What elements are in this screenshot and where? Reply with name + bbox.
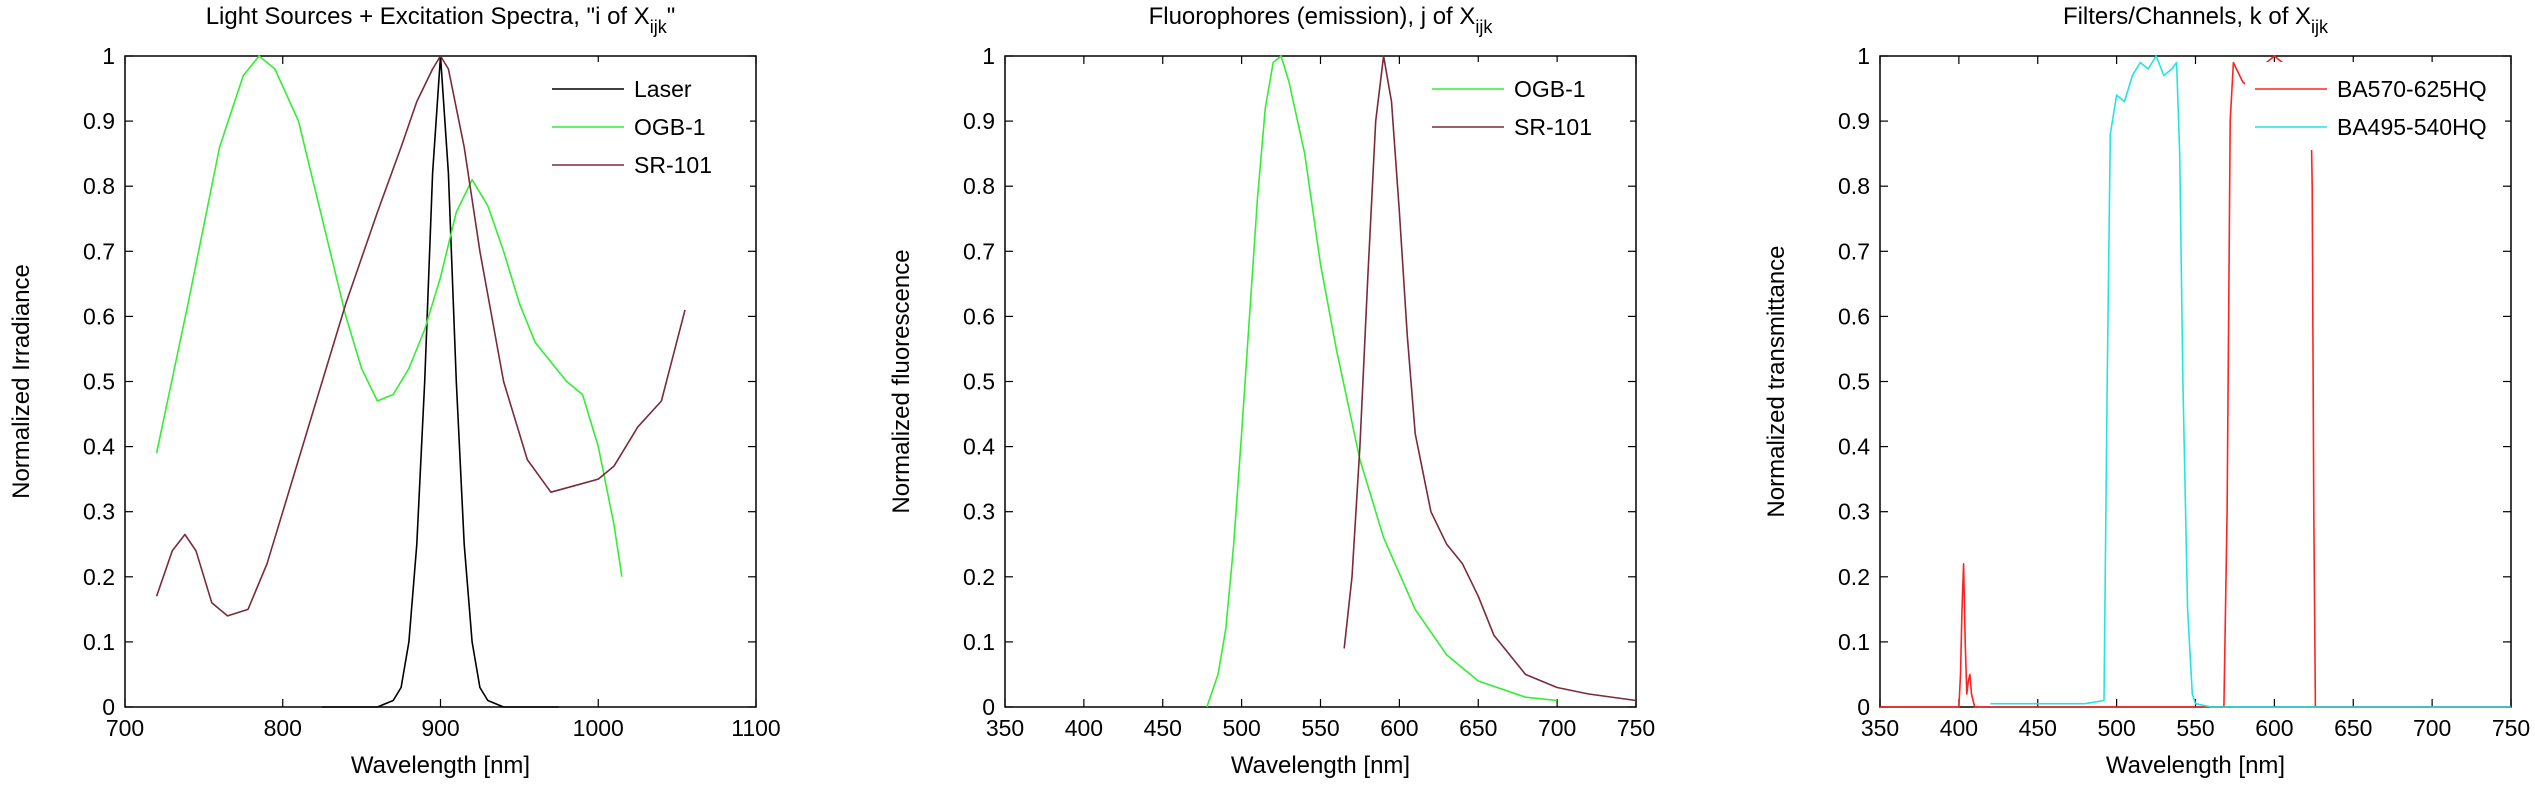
- y-tick-label: 0.2: [1838, 564, 1870, 590]
- x-tick-label: 350: [1861, 715, 1899, 741]
- panel-title-subscript: ijk: [2311, 17, 2329, 37]
- y-tick-label: 0.9: [83, 108, 115, 134]
- y-tick-label: 0.7: [83, 238, 115, 264]
- x-axis-label: Wavelength [nm]: [2106, 752, 2285, 779]
- y-tick-label: 0.4: [963, 434, 995, 460]
- legend-label: SR-101: [634, 152, 712, 178]
- x-tick-label: 400: [1940, 715, 1978, 741]
- legend-box: [542, 62, 750, 188]
- x-axis-label: Wavelength [nm]: [1231, 752, 1410, 779]
- y-tick-label: 0.1: [1838, 629, 1870, 655]
- y-tick-label: 0: [982, 694, 995, 720]
- y-tick-label: 0.4: [1838, 434, 1870, 460]
- legend: OGB-1 SR-101: [1422, 62, 1630, 150]
- plot-frame: [1879, 55, 2512, 708]
- y-tick-label: 0.3: [963, 499, 995, 525]
- x-tick-label: 550: [1301, 715, 1339, 741]
- legend: BA570-625HQ BA495-540HQ: [2245, 62, 2505, 150]
- x-tick-label: 500: [2097, 715, 2135, 741]
- x-tick-label: 450: [2019, 715, 2057, 741]
- y-tick-label: 0.8: [83, 173, 115, 199]
- panel-title-main: Light Sources + Excitation Spectra, "i o…: [206, 3, 650, 30]
- x-tick-label: 600: [1380, 715, 1418, 741]
- legend-label: BA570-625HQ: [2337, 76, 2487, 102]
- y-tick-label: 0: [102, 694, 115, 720]
- y-tick-label: 0.7: [963, 238, 995, 264]
- x-tick-label: 500: [1222, 715, 1260, 741]
- panel-title: Fluorophores (emission), j of Xijk: [1149, 3, 1494, 37]
- panel-title-main: Fluorophores (emission), j of X: [1149, 3, 1476, 30]
- panel-title-subscript: ijk: [650, 17, 668, 37]
- y-tick-label: 0.3: [1838, 499, 1870, 525]
- y-axis-label: Normalized transmittance: [1763, 245, 1790, 517]
- x-tick-label: 1100: [731, 715, 780, 741]
- panel-title: Light Sources + Excitation Spectra, "i o…: [206, 3, 676, 37]
- panel-2: 350 400 450 500 550 600 650 700 750 0 0.1 0.2 0.3 0.4…: [888, 3, 1655, 779]
- x-tick-label: 1000: [573, 715, 624, 741]
- legend-label: SR-101: [1514, 114, 1592, 140]
- legend-label: Laser: [634, 76, 692, 102]
- y-tick-label: 0.2: [963, 564, 995, 590]
- y-tick-label: 0.8: [1838, 173, 1870, 199]
- x-tick-label: 600: [2255, 715, 2293, 741]
- y-tick-label: 0.9: [1838, 108, 1870, 134]
- y-axis-label: Normalized Irradiance: [8, 264, 35, 499]
- panel-title-subscript: ijk: [1475, 17, 1493, 37]
- x-tick-label: 800: [264, 715, 302, 741]
- x-tick-label: 550: [2176, 715, 2214, 741]
- y-axis-label: Normalized fluorescence: [888, 249, 915, 513]
- panel-title-suffix: ": [667, 3, 676, 30]
- y-tick-label: 0.6: [83, 303, 115, 329]
- x-tick-label: 700: [2413, 715, 2451, 741]
- y-tick-label: 0.6: [963, 303, 995, 329]
- y-tick-label: 1: [102, 43, 115, 69]
- y-tick-label: 1: [982, 43, 995, 69]
- x-tick-label: 350: [986, 715, 1024, 741]
- series-line-sr-101: [1343, 55, 1637, 702]
- legend-box: [2245, 62, 2505, 150]
- y-tick-label: 0.4: [83, 434, 115, 460]
- panel-title: Filters/Channels, k of Xijk: [2063, 3, 2329, 37]
- series-line-ogb-1: [1206, 55, 1558, 708]
- x-tick-label: 650: [1459, 715, 1497, 741]
- legend-box: [1422, 62, 1630, 150]
- legend-label: OGB-1: [1514, 76, 1586, 102]
- x-tick-label: 900: [421, 715, 459, 741]
- x-tick-label: 750: [1617, 715, 1655, 741]
- legend-label: BA495-540HQ: [2337, 114, 2487, 140]
- plot-frame: [1004, 55, 1637, 708]
- y-tick-label: 0: [1857, 694, 1870, 720]
- legend: Laser OGB-1 SR-101: [542, 62, 750, 188]
- panel-3: 350 400 450 500 550 600 650 700 750 0 0.1 0.2 0.3 0.4…: [1763, 3, 2530, 779]
- y-tick-label: 0.3: [83, 499, 115, 525]
- y-tick-label: 0.5: [1838, 369, 1870, 395]
- y-tick-label: 0.6: [1838, 303, 1870, 329]
- series-line-ogb-1: [155, 55, 623, 577]
- panel-title-main: Filters/Channels, k of X: [2063, 3, 2311, 30]
- y-tick-label: 0.7: [1838, 238, 1870, 264]
- x-tick-label: 750: [2492, 715, 2530, 741]
- series-line-ba495-540hq: [1990, 55, 2511, 708]
- y-tick-label: 0.5: [83, 369, 115, 395]
- legend-label: OGB-1: [634, 114, 706, 140]
- y-tick-label: 0.1: [963, 629, 995, 655]
- series-line-sr-101: [155, 55, 686, 617]
- x-tick-label: 700: [1538, 715, 1576, 741]
- y-tick-label: 1: [1857, 43, 1870, 69]
- x-tick-label: 700: [106, 715, 144, 741]
- x-tick-label: 650: [2334, 715, 2372, 741]
- x-tick-label: 450: [1144, 715, 1182, 741]
- y-tick-label: 0.2: [83, 564, 115, 590]
- y-tick-label: 0.1: [83, 629, 115, 655]
- y-tick-label: 0.5: [963, 369, 995, 395]
- y-tick-label: 0.8: [963, 173, 995, 199]
- y-tick-label: 0.9: [963, 108, 995, 134]
- x-tick-label: 400: [1065, 715, 1103, 741]
- x-axis-label: Wavelength [nm]: [351, 752, 530, 779]
- panel-1: 700 800 900 1000 1100 0 0.1 0.2 0.3 0.4 0.5 0.6 0.7 0…: [8, 3, 781, 779]
